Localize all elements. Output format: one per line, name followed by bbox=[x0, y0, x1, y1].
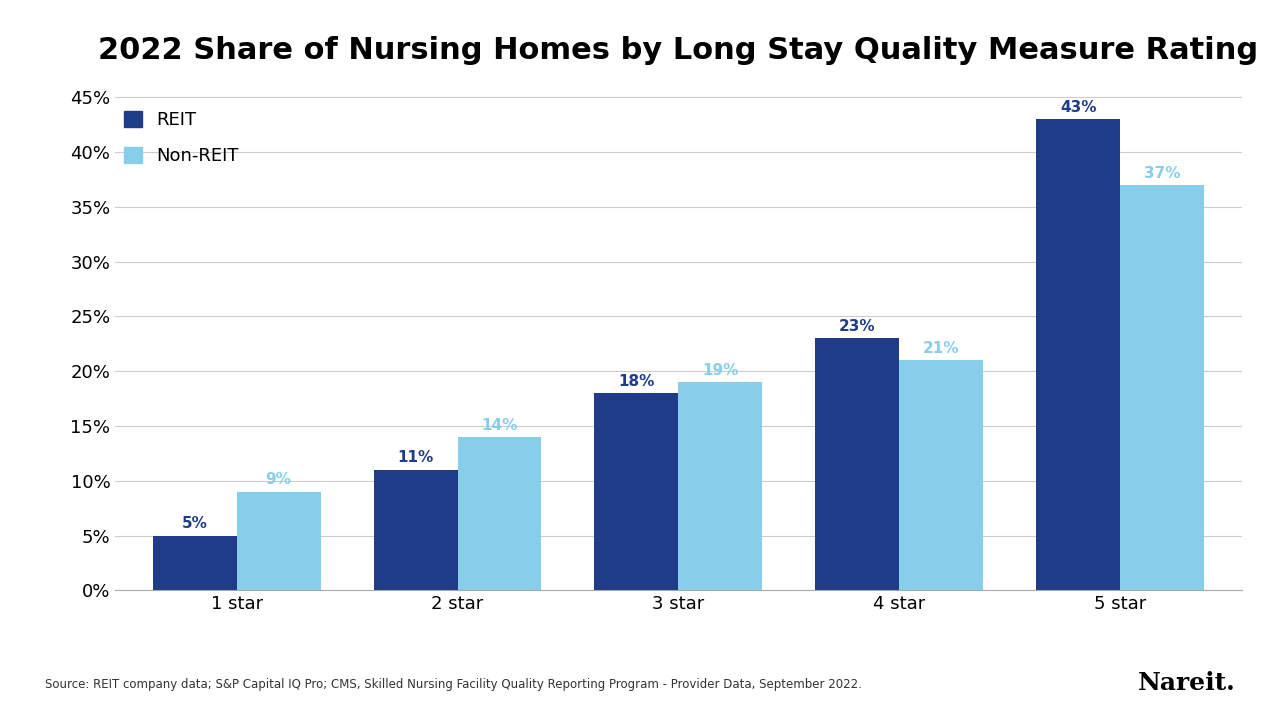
Bar bbox=[152, 536, 237, 590]
Bar bbox=[900, 360, 983, 590]
Text: 19%: 19% bbox=[703, 363, 739, 378]
Text: 37%: 37% bbox=[1144, 166, 1180, 181]
Bar bbox=[1120, 185, 1204, 590]
Bar bbox=[594, 393, 678, 590]
Text: 43%: 43% bbox=[1060, 100, 1097, 115]
Text: Source: REIT company data; S&P Capital IQ Pro; CMS, Skilled Nursing Facility Qua: Source: REIT company data; S&P Capital I… bbox=[45, 678, 861, 691]
Bar bbox=[1037, 120, 1120, 590]
Text: 9%: 9% bbox=[266, 472, 292, 487]
Text: 11%: 11% bbox=[398, 451, 434, 466]
Text: 18%: 18% bbox=[618, 374, 654, 389]
Legend: REIT, Non-REIT: REIT, Non-REIT bbox=[124, 111, 239, 165]
Bar bbox=[237, 492, 320, 590]
Text: 5%: 5% bbox=[182, 516, 207, 531]
Text: Nareit.: Nareit. bbox=[1138, 671, 1235, 695]
Text: 21%: 21% bbox=[923, 341, 960, 356]
Bar bbox=[678, 382, 763, 590]
Text: 14%: 14% bbox=[481, 418, 517, 433]
Title: 2022 Share of Nursing Homes by Long Stay Quality Measure Rating: 2022 Share of Nursing Homes by Long Stay… bbox=[99, 35, 1258, 65]
Text: 23%: 23% bbox=[838, 319, 876, 334]
Bar bbox=[815, 338, 900, 590]
Bar bbox=[457, 437, 541, 590]
Bar bbox=[374, 470, 457, 590]
